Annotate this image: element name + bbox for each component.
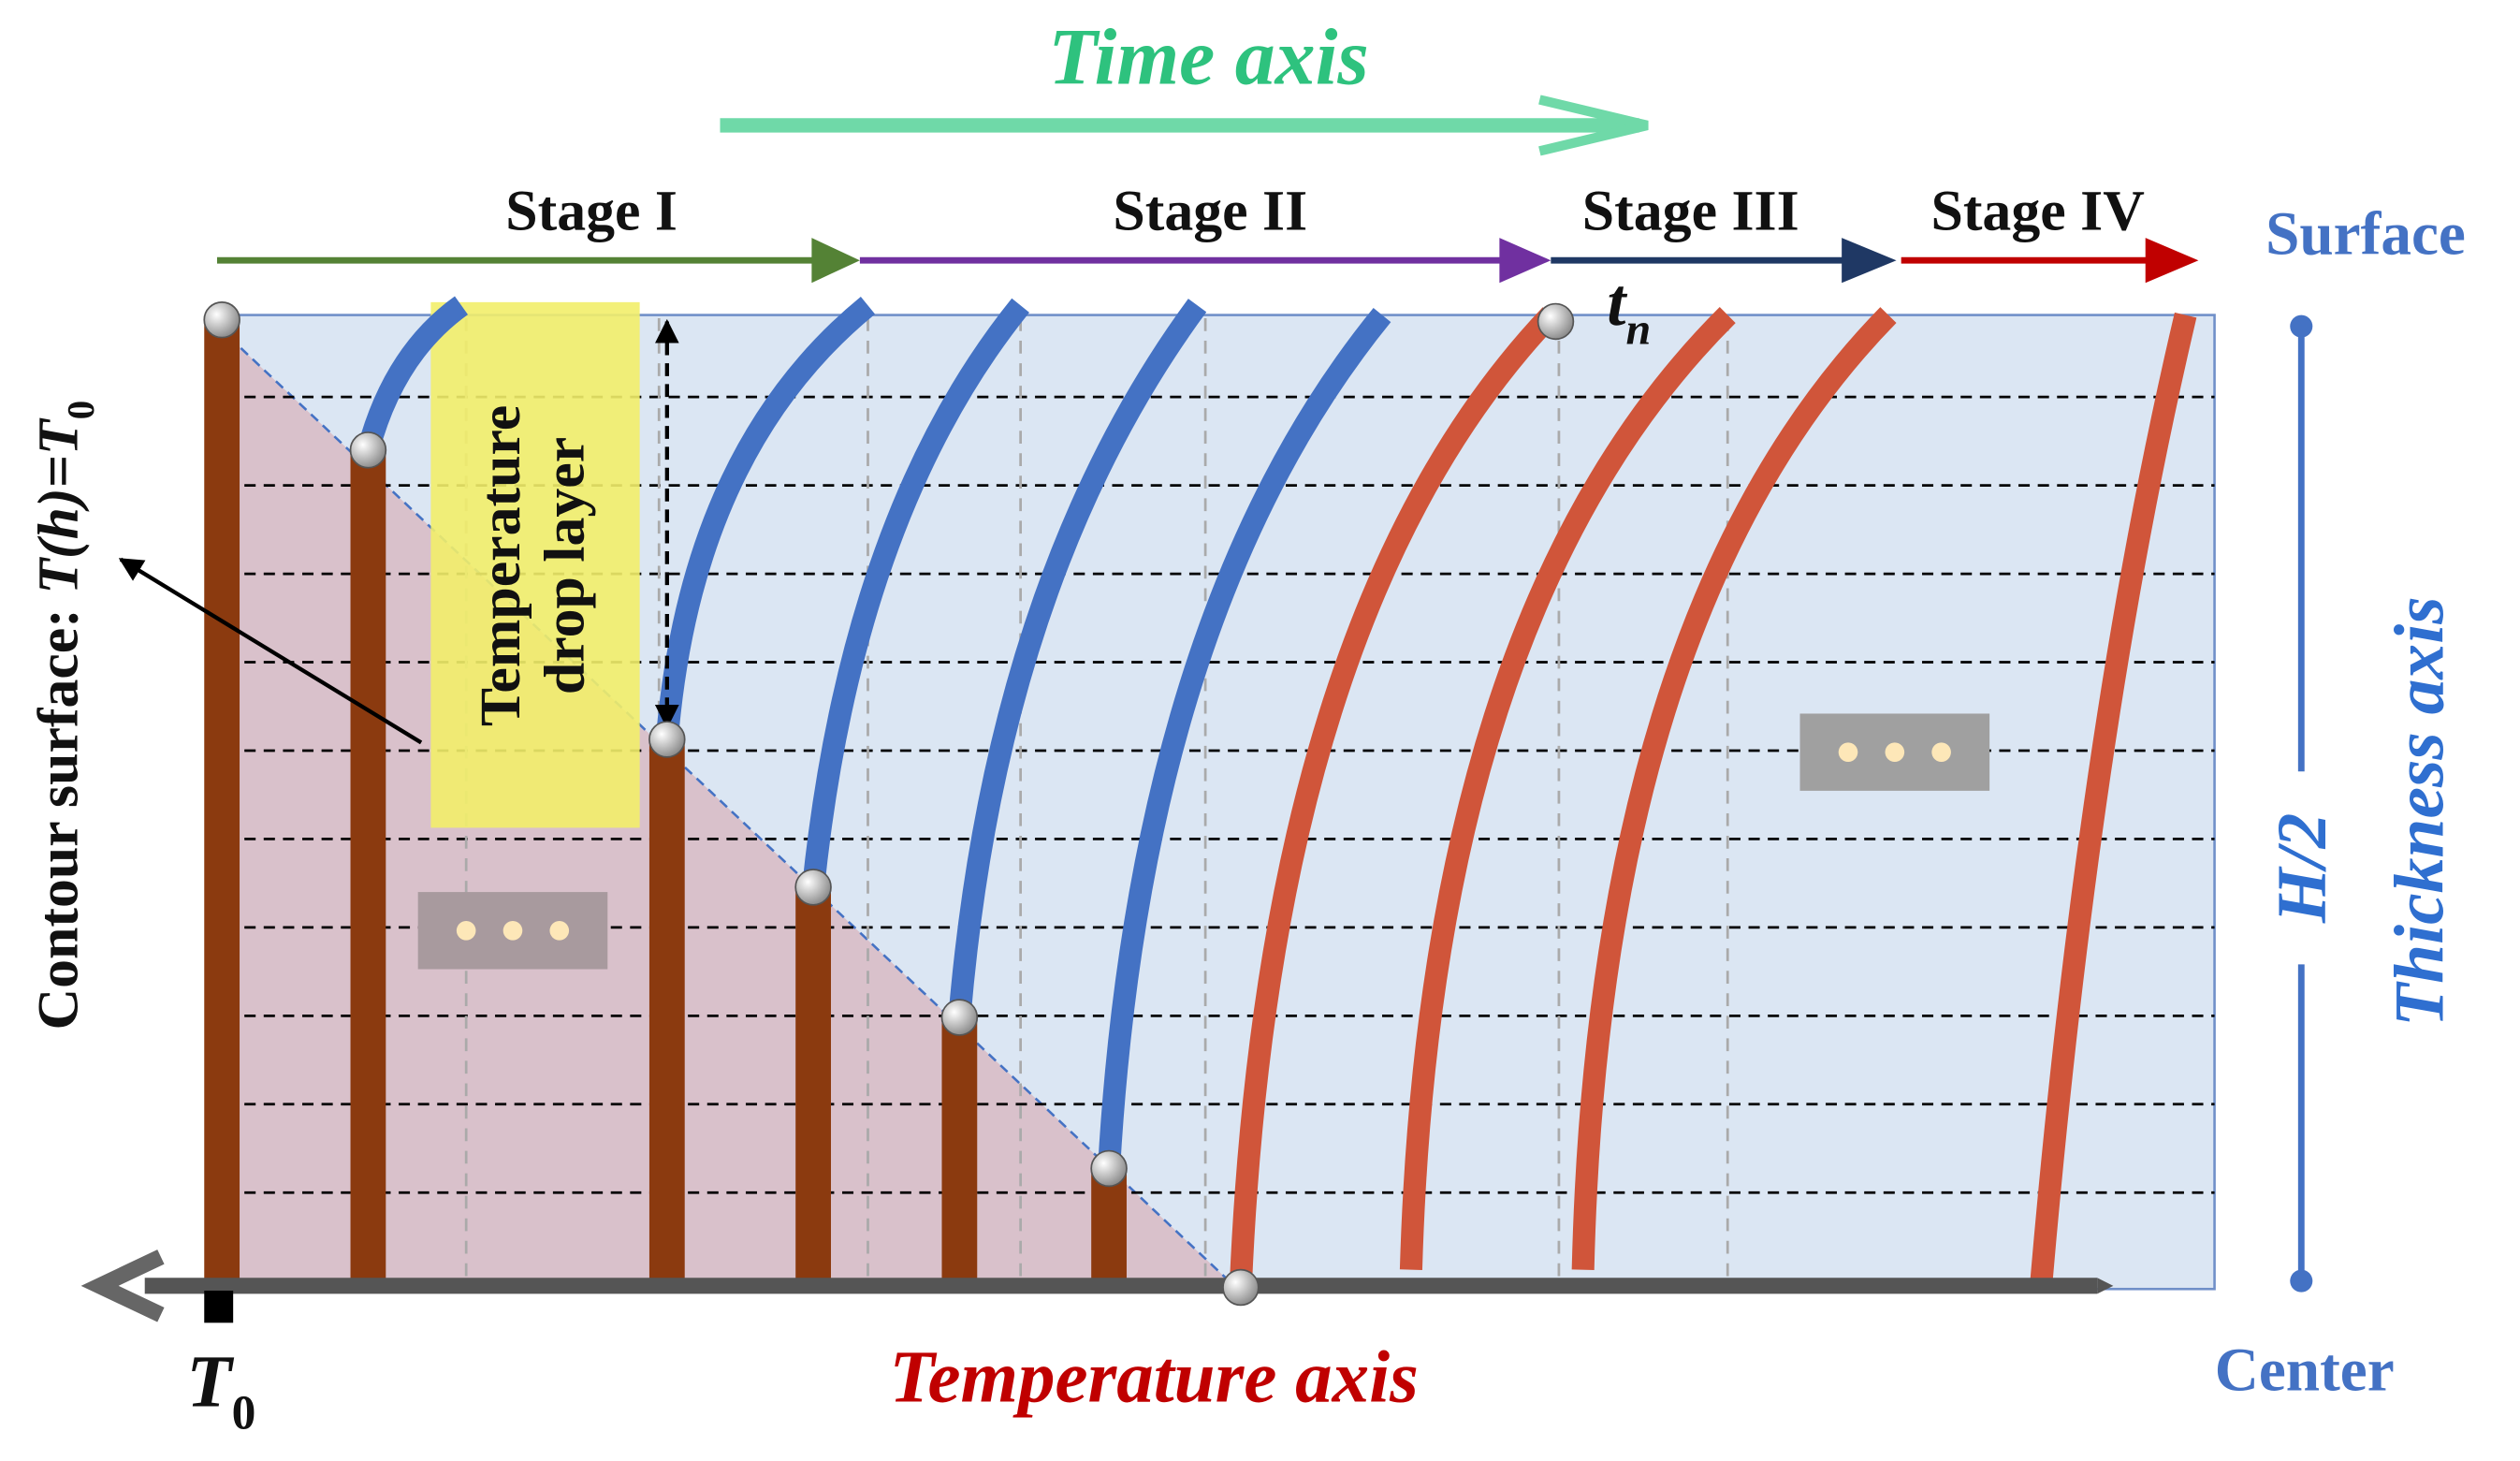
drop-layer-label: Temperature [469, 405, 532, 726]
drop-layer-box [430, 301, 640, 828]
thickness-axis-label: Thickness axis [2381, 596, 2458, 1027]
tn-symbol: t [1607, 265, 1627, 340]
node [203, 300, 240, 339]
blue-profile [1098, 307, 1391, 1170]
tn-label: tn [1607, 265, 1651, 355]
contour-subscript: 0 [59, 401, 102, 420]
red-profile [1399, 307, 1736, 1270]
blue-profile [357, 296, 469, 453]
tn-subscript: n [1625, 304, 1651, 354]
node [794, 869, 832, 906]
node [1090, 1149, 1128, 1188]
center-label: Center [2215, 1337, 2395, 1404]
contour-formula: T(h)=T [27, 417, 91, 594]
contour-line [205, 314, 1239, 1291]
profile-bar [795, 886, 831, 1290]
stage-label: Stage III [1582, 180, 1799, 243]
t0-label: T0 [186, 1342, 255, 1440]
node [648, 721, 686, 758]
red-profile [1229, 307, 1560, 1287]
t0-subscript: 0 [232, 1387, 256, 1440]
temperature-axis-head [80, 1249, 165, 1322]
stage-arrow-head [1499, 238, 1551, 284]
stage-arrow-head [811, 238, 860, 284]
surface-label: Surface [2265, 200, 2466, 268]
t0-marker [204, 1290, 234, 1323]
profile-bar [204, 318, 240, 1290]
node [349, 431, 387, 469]
stage-arrow-head [2145, 238, 2199, 284]
stage-arrow-head [1842, 238, 1897, 284]
profile-bar [648, 738, 685, 1290]
t0-symbol: T [186, 1342, 234, 1424]
blue-profile [948, 299, 1207, 1019]
stage-label: Stage II [1113, 180, 1307, 243]
node [1537, 302, 1575, 341]
stage-label: Stage IV [1930, 180, 2144, 243]
red-profile [1571, 307, 1897, 1270]
contour-prefix: Contour surface: [27, 594, 91, 1030]
node [940, 999, 979, 1036]
stage-label: Stage I [505, 180, 677, 243]
blue-profile [802, 298, 1029, 889]
red-profile [2030, 312, 2197, 1287]
temperature-axis-label: Temperature axis [889, 1337, 1418, 1418]
contour-label: Contour surface: T(h)=T0 [27, 401, 102, 1030]
time-arrow-head [1538, 95, 1649, 156]
contour-pointer [118, 557, 423, 745]
ellipsis-box [417, 892, 608, 970]
profile-bar [350, 449, 386, 1290]
drop-layer-label: drop layer [533, 437, 597, 694]
ellipsis-box [1799, 713, 1990, 791]
time-axis-label: Time axis [1048, 11, 1369, 101]
half-thickness-label: H/2 [2264, 813, 2341, 925]
profile-bar [1091, 1168, 1127, 1290]
node [1222, 1268, 1260, 1307]
profile-bar [941, 1017, 978, 1290]
